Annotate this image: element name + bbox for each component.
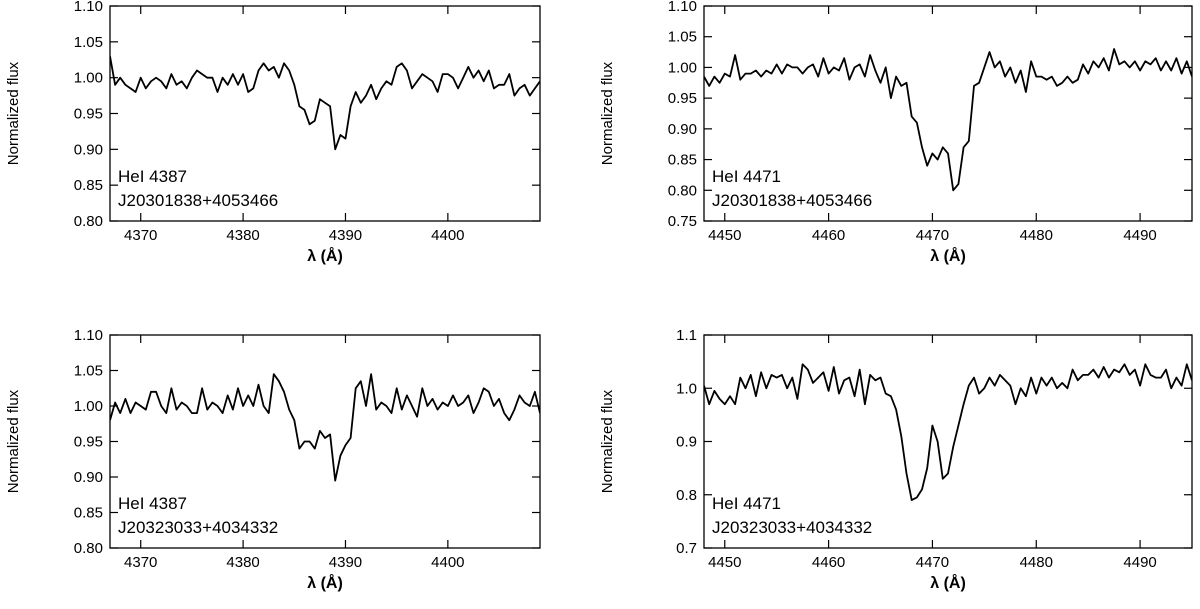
- x-tick-label: 4380: [226, 554, 259, 571]
- y-tick-label: 0.8: [676, 487, 697, 504]
- annotation-star-name: J20301838+4053466: [118, 191, 278, 210]
- y-tick-label: 0.80: [668, 182, 697, 199]
- y-tick-label: 0.95: [668, 90, 697, 107]
- plot-frame: [703, 334, 1193, 549]
- x-tick-label: 4370: [124, 227, 157, 244]
- y-tick-label: 0.7: [676, 540, 697, 557]
- panel-bottom-right: 4450 4460 4470 4480 4490 0.7 0.8 0.9 1.0 1.1 λ (Å)…: [599, 327, 1193, 592]
- y-tick-label: 1.10: [668, 0, 697, 15]
- spectrum-line: [704, 363, 1192, 502]
- x-axis-label: λ (Å): [307, 573, 343, 592]
- x-tick-label: 4450: [708, 554, 741, 571]
- y-tick-label: 0.95: [74, 106, 103, 123]
- y-tick-label: 0.75: [668, 213, 697, 230]
- x-tick-label: 4400: [431, 227, 464, 244]
- y-tick-label: 1.05: [74, 34, 103, 51]
- y-tick-label: 0.80: [74, 540, 103, 557]
- x-tick-label: 4390: [329, 554, 362, 571]
- panel-bottom-left: 4370 4380 4390 4400 0.80 0.85 0.90 0.95 1.00 1.05…: [5, 327, 541, 592]
- y-tick-label: 1.00: [74, 398, 103, 415]
- y-tick-label: 0.90: [668, 121, 697, 138]
- y-tick-label: 1.0: [676, 380, 697, 397]
- y-tick-label: 1.05: [668, 29, 697, 46]
- annotation-star-name: J20301838+4053466: [712, 191, 872, 210]
- y-tick-label: 1.00: [74, 70, 103, 87]
- x-tick-label: 4490: [1123, 227, 1156, 244]
- x-tick-label: 4470: [916, 227, 949, 244]
- x-axis-label: λ (Å): [307, 246, 343, 265]
- spectrum-line: [110, 56, 540, 151]
- y-axis-label: Normalized flux: [599, 389, 616, 493]
- y-tick-label: 0.90: [74, 141, 103, 158]
- x-tick-label: 4460: [812, 227, 845, 244]
- plot-frame: [109, 5, 541, 222]
- plot-frame: [703, 5, 1193, 222]
- y-tick-label: 0.90: [74, 469, 103, 486]
- x-tick-label: 4380: [226, 227, 259, 244]
- annotation-star-name: J20323033+4034332: [712, 518, 872, 537]
- y-tick-label: 1.10: [74, 327, 103, 344]
- annotation-line-id: HeI 4471: [712, 167, 781, 186]
- x-tick-label: 4470: [916, 554, 949, 571]
- spectrum-line: [110, 373, 540, 482]
- annotation-star-name: J20323033+4034332: [118, 518, 278, 537]
- annotation-line-id: HeI 4471: [712, 494, 781, 513]
- y-tick-label: 1.00: [668, 59, 697, 76]
- x-axis-label: λ (Å): [930, 246, 966, 265]
- plot-frame: [109, 334, 541, 549]
- y-tick-label: 1.10: [74, 0, 103, 15]
- y-axis-label: Normalized flux: [599, 61, 616, 165]
- x-tick-label: 4460: [812, 554, 845, 571]
- x-tick-label: 4480: [1020, 227, 1053, 244]
- y-tick-label: 0.85: [668, 152, 697, 169]
- y-axis-label: Normalized flux: [5, 61, 22, 165]
- y-tick-label: 0.95: [74, 434, 103, 451]
- y-tick-label: 1.05: [74, 363, 103, 380]
- panel-top-left: 4370 4380 4390 4400 0.80 0.85 0.90 0.95 1.00 1.05…: [5, 0, 541, 265]
- panel-top-right: 4450 4460 4470 4480 4490 0.75 0.80 0.85 0.90 0.95…: [599, 0, 1193, 265]
- x-tick-label: 4490: [1123, 554, 1156, 571]
- x-tick-label: 4370: [124, 554, 157, 571]
- y-tick-label: 0.85: [74, 177, 103, 194]
- x-axis-label: λ (Å): [930, 573, 966, 592]
- y-tick-label: 0.80: [74, 213, 103, 230]
- annotation-line-id: HeI 4387: [118, 494, 187, 513]
- x-tick-label: 4450: [708, 227, 741, 244]
- x-tick-label: 4400: [431, 554, 464, 571]
- y-tick-label: 1.1: [676, 327, 697, 344]
- x-tick-label: 4390: [329, 227, 362, 244]
- spectrum-line: [704, 48, 1192, 192]
- x-tick-label: 4480: [1020, 554, 1053, 571]
- y-axis-label: Normalized flux: [5, 389, 22, 493]
- y-tick-label: 0.9: [676, 434, 697, 451]
- annotation-line-id: HeI 4387: [118, 167, 187, 186]
- y-tick-label: 0.85: [74, 505, 103, 522]
